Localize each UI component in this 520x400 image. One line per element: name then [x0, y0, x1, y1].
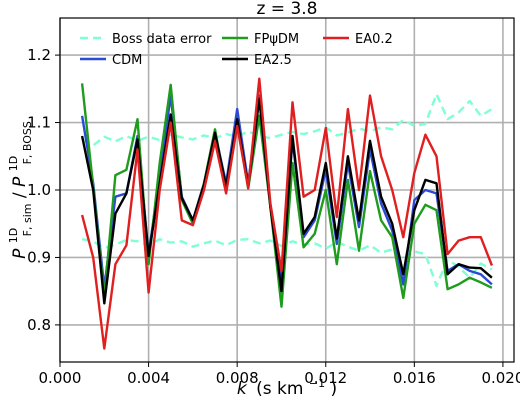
x-tick-label: 0.000: [39, 369, 82, 387]
grid: [59, 18, 514, 362]
x-axis-label: k (s km −1 ): [237, 372, 337, 399]
x-axis-label-unit: (s km: [256, 379, 303, 399]
x-tick-label: 0.020: [481, 369, 520, 387]
x-tick-label: 0.012: [304, 369, 347, 387]
y-tick-label: 1.2: [27, 46, 51, 64]
series-lines: [80, 77, 494, 350]
legend-label-cdm: CDM: [112, 53, 142, 68]
y-axis-label-slash: /: [10, 192, 30, 198]
y-axis-label-p1: P: [10, 248, 30, 259]
y-axis-label-p2: P: [10, 176, 30, 187]
y-axis-label-p2-sub: F, BOSS: [21, 121, 34, 164]
chart-title: z = 3.8: [256, 0, 317, 19]
series-line-ea2-5: [80, 97, 493, 305]
x-axis-label-exp: −1: [309, 377, 325, 390]
legend-label-fp-dm: FPψDM: [254, 32, 299, 47]
y-tick-label: 1.1: [27, 114, 51, 132]
y-tick-label: 0.9: [27, 248, 51, 266]
series-line-ea0-2: [80, 77, 494, 350]
y-tick-label: 1.0: [27, 181, 51, 199]
x-tick-label: 0.016: [393, 369, 436, 387]
x-axis-label-close: ): [330, 379, 337, 399]
legend-label-ea2-5: EA2.5: [254, 53, 292, 68]
y-axis-label-p2-sup: 1D: [7, 156, 20, 171]
legend-label-boss-data-error: Boss data error: [112, 32, 212, 47]
y-axis-label-p1-sub: F, sim: [21, 204, 34, 237]
legend-label-ea0-2: EA0.2: [355, 32, 393, 47]
x-tick-label: 0.004: [127, 369, 170, 387]
ticks: 0.000 0.004 0.008 0.012 0.016 0.020 0.8 0.9 1.0 1…: [27, 46, 520, 387]
x-tick-label: 0.008: [216, 369, 259, 387]
legend: Boss data error CDM FPψDM EA2.5 EA0.2: [80, 32, 393, 68]
y-axis-label-p1-sup: 1D: [7, 228, 20, 243]
y-tick-label: 0.8: [27, 316, 51, 334]
y-axis-label: P 1D F, sim / P 1D F, BOSS: [2, 121, 36, 259]
series-line-boss-data-error: [81, 92, 493, 147]
x-axis-label-var: k: [237, 379, 248, 399]
